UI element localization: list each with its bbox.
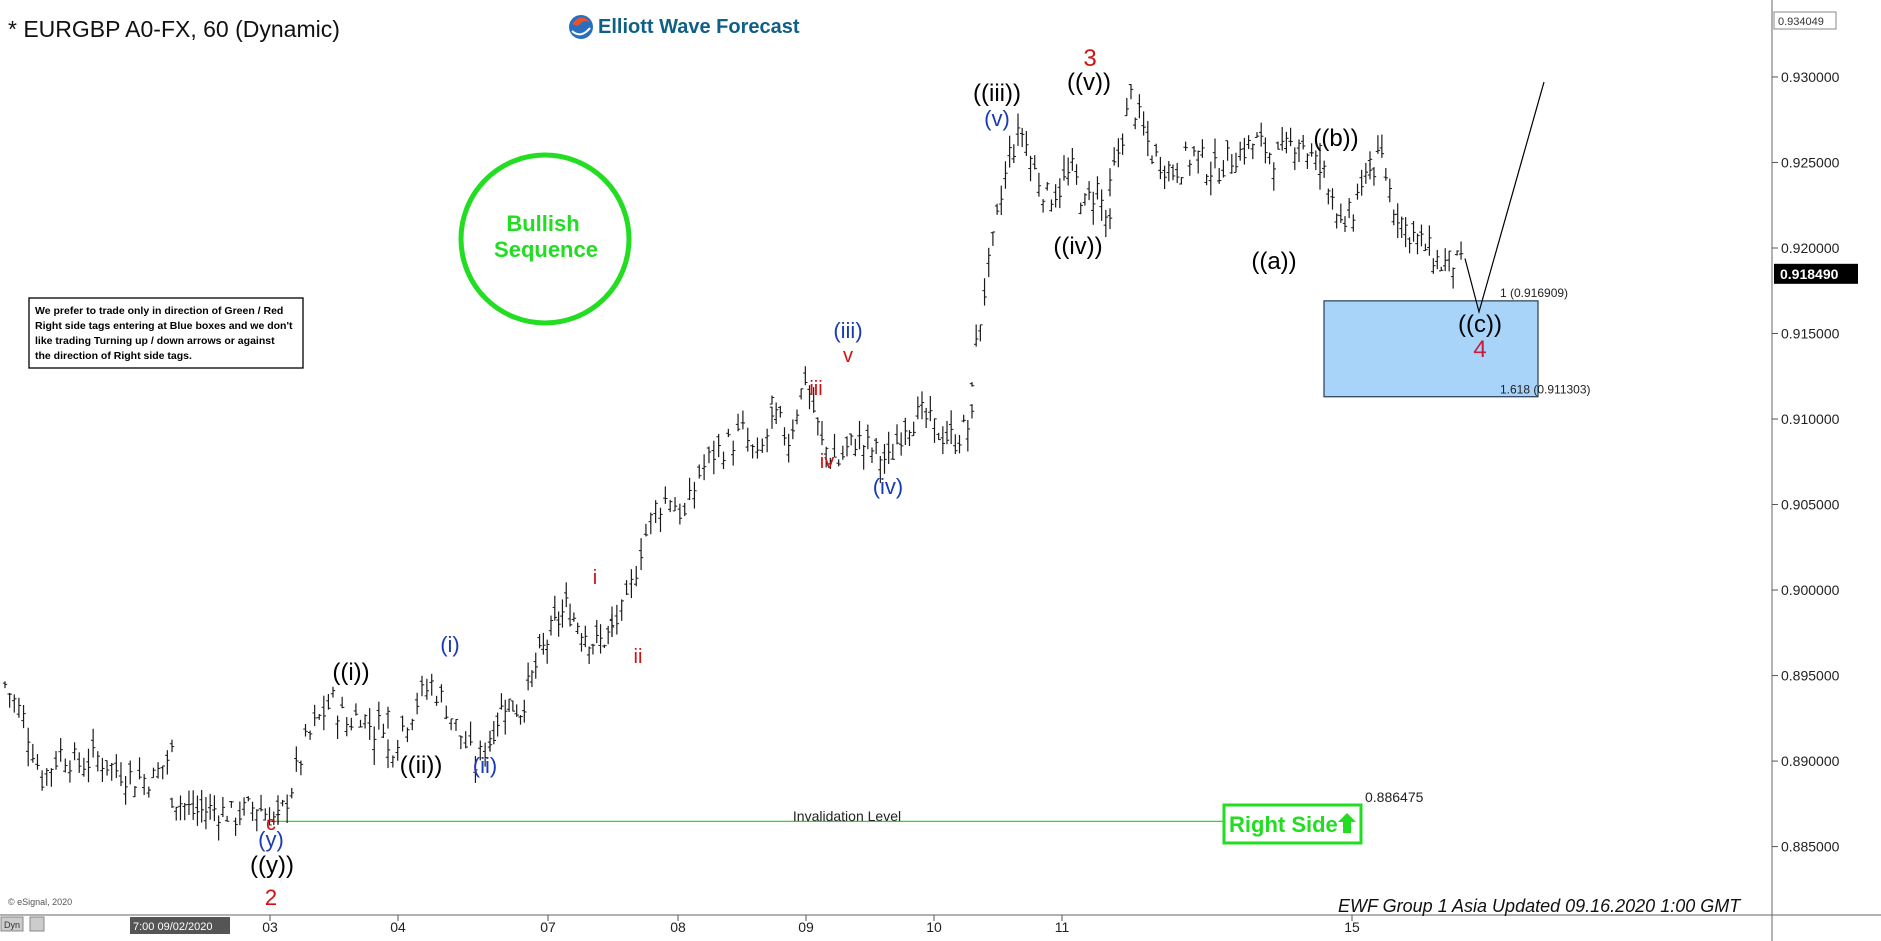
bullish-sequence-badge bbox=[458, 152, 632, 326]
last-price-label: 0.918490 bbox=[1780, 266, 1839, 282]
chart-title: * EURGBP A0-FX, 60 (Dynamic) bbox=[8, 16, 340, 42]
wave-label: i bbox=[593, 567, 597, 589]
price-tick-label: 0.905000 bbox=[1781, 497, 1840, 513]
wave-label: (v) bbox=[984, 106, 1010, 131]
wave-label: v bbox=[843, 345, 853, 367]
invalidation-price-label: 0.886475 bbox=[1365, 789, 1424, 805]
price-tick-label: 0.930000 bbox=[1781, 69, 1840, 85]
price-tick-label: 0.885000 bbox=[1781, 839, 1840, 855]
wave-label: ((v)) bbox=[1067, 69, 1111, 96]
wave-label: (i) bbox=[440, 632, 460, 657]
price-tick-label: 0.910000 bbox=[1781, 411, 1840, 427]
wave-label: 4 bbox=[1473, 336, 1486, 363]
wave-label: ((ii)) bbox=[400, 752, 443, 779]
wave-labels: ((i))((ii))(i)(ii)c(y)((y))2iiiiiiivv(ii… bbox=[250, 45, 1502, 910]
time-tick-label: 11 bbox=[1055, 919, 1070, 935]
note-line-2: Right side tags entering at Blue boxes a… bbox=[35, 320, 293, 332]
wave-label: ii bbox=[634, 646, 643, 668]
up-arrow-icon bbox=[1338, 813, 1356, 833]
wave-label: iv bbox=[820, 451, 834, 473]
wave-label: ((iv)) bbox=[1053, 233, 1102, 260]
scroll-button[interactable] bbox=[29, 916, 45, 932]
time-tick-label: 03 bbox=[262, 919, 278, 935]
price-tick-label: 0.890000 bbox=[1781, 753, 1840, 769]
wave-label: (y) bbox=[258, 827, 284, 852]
time-tick-label: 08 bbox=[670, 919, 686, 935]
wave-label: ((i)) bbox=[332, 659, 369, 686]
wave-label: 2 bbox=[265, 885, 277, 910]
wave-label: 3 bbox=[1083, 45, 1096, 72]
price-axis: 0.930000 0.925000 0.920000 0.915000 0.910000… bbox=[1772, 69, 1840, 855]
dyn-button[interactable] bbox=[0, 916, 24, 932]
plot-area bbox=[0, 0, 1772, 915]
wave-label: ((c)) bbox=[1458, 311, 1502, 338]
brand-logo: Elliott Wave Forecast bbox=[569, 15, 800, 39]
price-tick-label: 0.900000 bbox=[1781, 582, 1840, 598]
badge-line1: Bullish bbox=[506, 211, 579, 236]
price-tick-label: 0.895000 bbox=[1781, 668, 1840, 684]
start-time-label: 7:00 09/02/2020 bbox=[133, 921, 213, 933]
projection-path bbox=[1464, 81, 1545, 315]
wave-label: (iv) bbox=[873, 474, 904, 499]
price-tick-label: 0.920000 bbox=[1781, 240, 1840, 256]
trading-note-box bbox=[28, 297, 304, 369]
price-tick-label: 0.915000 bbox=[1781, 326, 1840, 342]
copyright-label: © eSignal, 2020 bbox=[8, 897, 72, 907]
wave-label: ((a)) bbox=[1251, 248, 1296, 275]
badge-line2: Sequence bbox=[494, 237, 598, 262]
price-tick-label: 0.925000 bbox=[1781, 154, 1840, 170]
note-line-3: like trading Turning up / down arrows or… bbox=[35, 335, 275, 347]
wave-label: c bbox=[266, 813, 276, 835]
time-axis: 03 04 07 08 09 10 11 15 bbox=[262, 915, 1360, 935]
globe-swoosh-icon bbox=[572, 17, 590, 26]
wave-label: ((iii)) bbox=[973, 80, 1021, 107]
time-tick-label: 09 bbox=[798, 919, 814, 935]
wave-label: ((b)) bbox=[1313, 125, 1358, 152]
start-time-marker bbox=[130, 917, 230, 934]
note-line-1: We prefer to trade only in direction of … bbox=[35, 305, 283, 317]
fib-1-label: 1 (0.916909) bbox=[1500, 286, 1568, 300]
price-bars bbox=[2, 83, 1464, 841]
fib-1618-label: 1.618 (0.911303) bbox=[1500, 383, 1591, 397]
last-price-marker bbox=[1774, 263, 1858, 284]
time-tick-label: 07 bbox=[540, 919, 556, 935]
update-stamp: EWF Group 1 Asia Updated 09.16.2020 1:00… bbox=[1338, 896, 1742, 916]
wave-label: iii bbox=[809, 378, 822, 400]
right-side-label: Right Side bbox=[1229, 812, 1338, 837]
right-side-tag bbox=[1222, 803, 1363, 845]
time-tick-label: 15 bbox=[1344, 919, 1360, 935]
wave-label: (ii) bbox=[473, 753, 497, 778]
brand-name: Elliott Wave Forecast bbox=[598, 16, 800, 38]
top-price-marker bbox=[1773, 11, 1837, 30]
time-tick-label: 04 bbox=[390, 919, 406, 935]
wave-label: (iii) bbox=[833, 318, 862, 343]
top-price-label: 0.934049 bbox=[1778, 16, 1824, 28]
time-tick-label: 10 bbox=[926, 919, 942, 935]
blue-box bbox=[1323, 300, 1539, 398]
dyn-label: Dyn bbox=[4, 920, 20, 930]
invalidation-label: Invalidation Level bbox=[793, 808, 901, 824]
note-line-4: the direction of Right side tags. bbox=[35, 350, 192, 362]
wave-label: ((y)) bbox=[250, 852, 294, 879]
